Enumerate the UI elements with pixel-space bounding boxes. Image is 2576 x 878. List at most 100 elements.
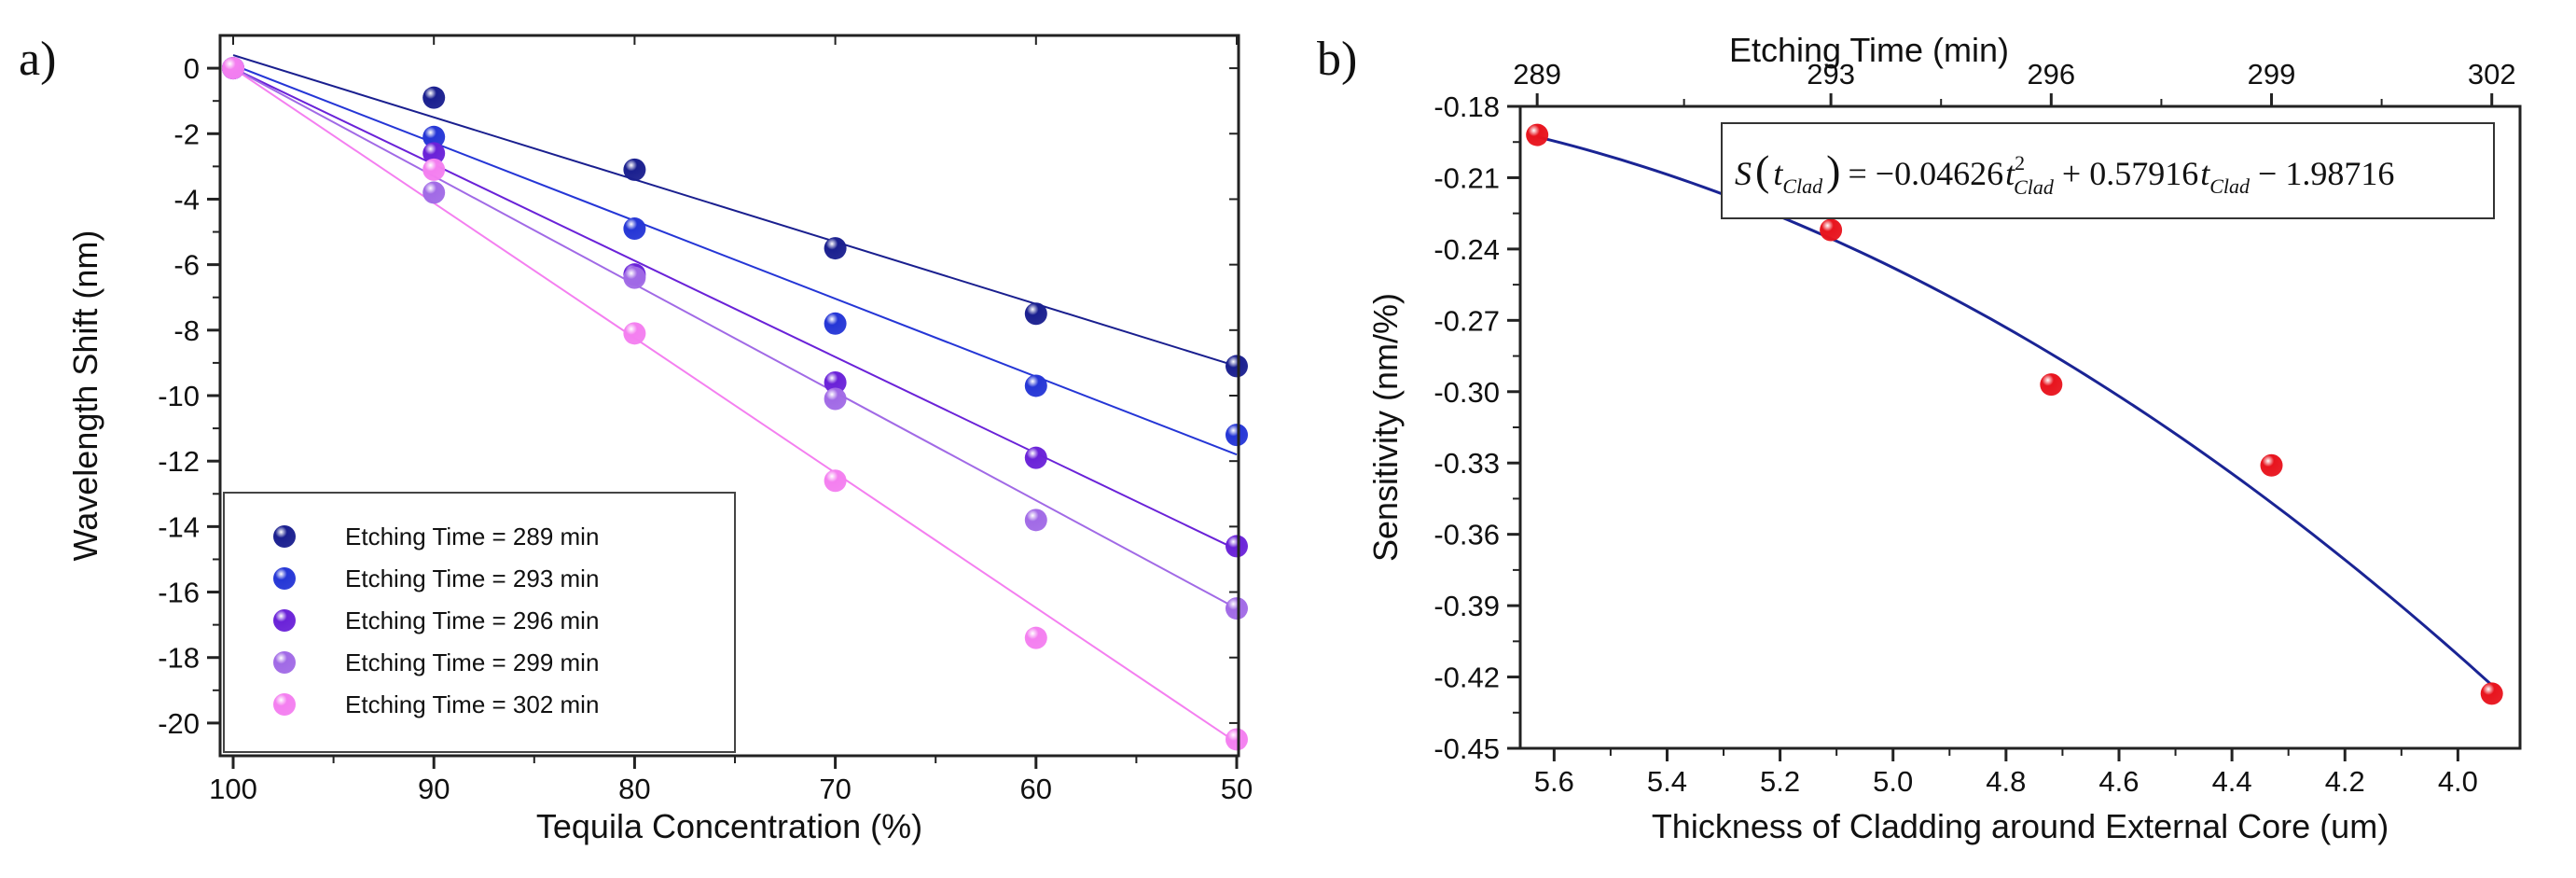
panel-a-y-tick-label: -6 xyxy=(173,249,200,282)
panel-b-point xyxy=(1820,218,1843,242)
panel-a-y-tick-label: -16 xyxy=(158,577,200,609)
eq-t2: t xyxy=(2200,155,2210,192)
panel-a-label: a) xyxy=(19,33,56,86)
panel-b-top-tick-label: 302 xyxy=(2468,58,2516,91)
panel-b-label: b) xyxy=(1317,33,1357,86)
panel-a-point-series1 xyxy=(1226,355,1248,378)
panel-a-y-tick-label: -8 xyxy=(173,314,200,347)
panel-a-legend-marker xyxy=(273,525,296,548)
panel-a-point-series3 xyxy=(1226,535,1248,558)
panel-a-point-series3 xyxy=(1024,446,1047,469)
panel-a-legend-label: Etching Time = 289 min xyxy=(345,523,599,550)
panel-b-top-tick-label: 299 xyxy=(2248,58,2296,91)
panel-a-y-tick-label: -18 xyxy=(158,642,200,675)
panel-a-point-series5 xyxy=(623,322,646,345)
panel-a-fit-line-2 xyxy=(232,63,1238,456)
panel-b-y-tick-label: -0.36 xyxy=(1433,519,1500,551)
panel-a-point-series5 xyxy=(1226,728,1248,751)
panel-a-point-series2 xyxy=(1024,374,1047,397)
panel-a-legend-label: Etching Time = 296 min xyxy=(345,606,599,634)
panel-b-x-tick-label: 5.4 xyxy=(1647,765,1687,798)
panel-b-top-tick-label: 296 xyxy=(2027,58,2075,91)
panel-a-y-tick-label: -2 xyxy=(173,118,200,150)
panel-b-x-tick-label: 5.0 xyxy=(1873,765,1913,798)
panel-b-y-tick-label: -0.42 xyxy=(1433,662,1500,694)
eq-sup1: 2 xyxy=(2015,151,2025,174)
eq-term-a: = −0.04626 xyxy=(1848,155,2003,192)
equation-box xyxy=(1721,122,2495,219)
panel-a-point-series5 xyxy=(222,57,244,80)
panel-a-legend-marker xyxy=(273,567,296,590)
panel-a-point-series3 xyxy=(422,142,446,165)
panel-b-y-tick-label: -0.21 xyxy=(1433,161,1500,194)
panel-a-fit-line-3 xyxy=(232,67,1238,550)
panel-a-point-series1 xyxy=(1024,302,1047,326)
panel-b-point xyxy=(1526,123,1549,146)
panel-a-x-tick-label: 80 xyxy=(618,773,650,805)
panel-a-point-series1 xyxy=(824,237,847,260)
eq-term-b: + 0.57916 xyxy=(2054,155,2198,192)
panel-a-x-tick-label: 70 xyxy=(819,773,851,805)
panel-b-point xyxy=(2040,373,2063,397)
panel-b-y-tick-label: -0.45 xyxy=(1433,732,1500,765)
panel-b-fit-equation-box: S(tClad) = −0.04626t2 Clad + 0.57916tClad … xyxy=(1721,122,2495,219)
panel-a-x-tick-label: 50 xyxy=(1221,773,1253,805)
panel-b-x-axis-title: Thickness of Cladding around External Co… xyxy=(1652,807,2389,845)
panel-a-fit-line-1 xyxy=(232,54,1238,368)
panel-b-y-tick-label: -0.33 xyxy=(1433,447,1500,480)
panel-a-point-series4 xyxy=(1226,597,1248,620)
panel-b-y-tick-label: -0.30 xyxy=(1433,376,1500,409)
fit-equation: S(tClad) = −0.04626t2 Clad + 0.57916tClad … xyxy=(1735,146,2394,199)
panel-a-point-series1 xyxy=(623,158,646,181)
panel-b-y-tick-label: -0.24 xyxy=(1433,233,1500,266)
panel-a-y-tick-label: -4 xyxy=(173,183,200,216)
panel-a-point-series4 xyxy=(623,266,646,289)
panel-a-point-series2 xyxy=(422,125,446,148)
panel-b-x-tick-label: 4.0 xyxy=(2438,765,2478,798)
panel-a-x-tick-label: 100 xyxy=(209,773,257,805)
panel-b-fit-curve xyxy=(1536,135,2493,687)
panel-b-top-tick-label: 293 xyxy=(1807,58,1855,91)
panel-b-point xyxy=(2260,453,2283,477)
panel-a-legend-marker xyxy=(273,609,296,632)
panel-b-top-axis-title: Etching Time (min) xyxy=(1729,31,2009,69)
panel-b-top-tick-label: 289 xyxy=(1513,58,1561,91)
panel-b-x-tick-label: 5.6 xyxy=(1534,765,1574,798)
eq-sub2: Clad xyxy=(2209,174,2251,198)
panel-a-legend-marker xyxy=(273,651,296,674)
panel-a-legend-marker xyxy=(273,693,296,716)
panel-a-legend-box xyxy=(223,492,736,753)
panel-a: a) 100 90 80 70 60 50 0 -2 -4 -6 -8 -10 -12 -14 -16 -18… xyxy=(19,33,1253,845)
panel-b-y-tick-label: -0.18 xyxy=(1433,91,1500,123)
panel-a-point-series2 xyxy=(824,312,847,335)
panel-a-y-tick-label: -14 xyxy=(158,510,200,543)
panel-a-x-axis-title: Tequila Concentration (%) xyxy=(536,807,922,845)
panel-a-point-series4 xyxy=(1024,509,1047,532)
panel-a-x-tick-label: 90 xyxy=(418,773,450,805)
panel-b: b) Etching Time (min) 5.6 5.4 5.2 5.0 4.8 4.6… xyxy=(1317,31,2522,845)
panel-b-y-axis-title: Sensitivity (nm/%) xyxy=(1366,293,1405,562)
panel-a-point-series5 xyxy=(422,158,446,181)
panel-a-y-tick-label: -10 xyxy=(158,380,200,412)
eq-lhs-sub: Clad xyxy=(1782,174,1823,198)
panel-b-x-tick-label: 4.8 xyxy=(1986,765,2026,798)
panel-a-legend-label: Etching Time = 302 min xyxy=(345,690,599,718)
panel-a-legend-label: Etching Time = 299 min xyxy=(345,648,599,676)
panel-a-y-axis-title: Wavelength Shift (nm) xyxy=(66,230,104,562)
panel-a-point-series2 xyxy=(623,217,646,241)
panel-b-x-tick-label: 4.4 xyxy=(2212,765,2252,798)
panel-a-legend: Etching Time = 289 min Etching Time = 293… xyxy=(223,492,736,753)
panel-a-point-series4 xyxy=(824,387,847,411)
panel-b-y-tick-label: -0.39 xyxy=(1433,590,1500,622)
eq-sub1: Clad xyxy=(2014,175,2055,199)
eq-lhs-s: S xyxy=(1735,155,1752,192)
panel-a-point-series2 xyxy=(1226,424,1248,447)
panel-a-fit-line-5 xyxy=(232,67,1238,744)
panel-a-fit-line-4 xyxy=(232,67,1238,609)
panel-b-x-tick-label: 5.2 xyxy=(1760,765,1800,798)
panel-a-legend-label: Etching Time = 293 min xyxy=(345,564,599,592)
panel-a-y-tick-label: -12 xyxy=(158,445,200,478)
panel-b-x-tick-label: 4.6 xyxy=(2098,765,2139,798)
panel-a-point-series3 xyxy=(824,370,847,394)
